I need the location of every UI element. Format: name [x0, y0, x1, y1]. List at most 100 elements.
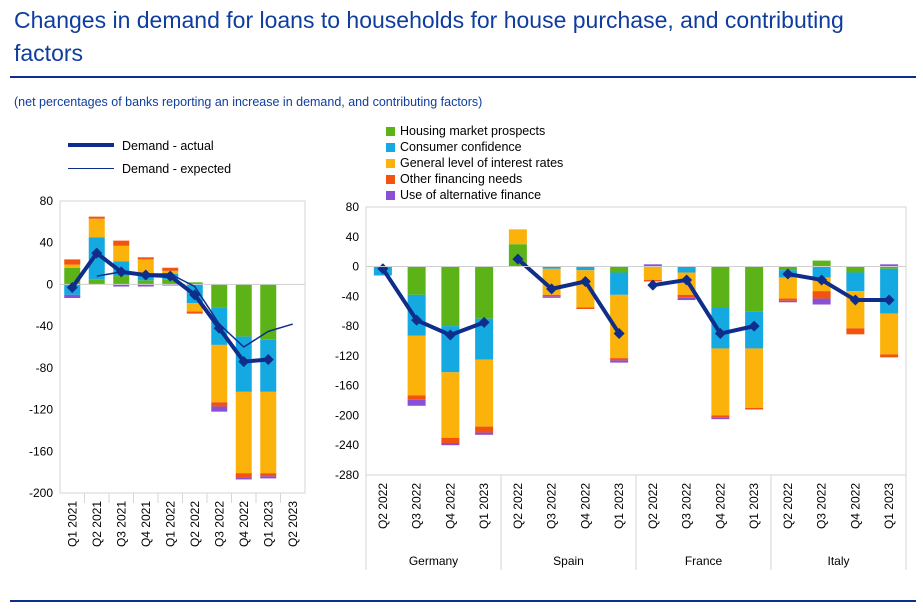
bar-segment — [235, 473, 252, 478]
demand-actual-marker — [411, 314, 423, 326]
group-label: Germany — [409, 554, 458, 568]
x-tick-label: Q3 2022 — [410, 483, 424, 529]
legend-item-housing: Housing market prospects — [386, 124, 545, 139]
bar-segment — [407, 266, 426, 295]
bar-segment — [260, 473, 277, 477]
group-label: France — [685, 554, 723, 568]
x-tick-label: Q1 2023 — [612, 483, 626, 529]
y-tick-label: 0 — [352, 260, 359, 274]
demand-actual-marker — [681, 274, 693, 286]
bar-segment — [64, 259, 81, 265]
x-tick-label: Q4 2022 — [713, 483, 727, 529]
bar-segment — [880, 268, 899, 314]
bar-segment — [260, 391, 277, 474]
bar-segment — [113, 276, 130, 285]
bar-segment — [745, 266, 764, 312]
bar-segment — [186, 282, 203, 285]
bar-segment — [260, 476, 277, 479]
bar-segment — [880, 313, 899, 355]
x-tick-label: Q3 2021 — [114, 501, 128, 547]
bar-segment — [137, 284, 154, 287]
bar-segment — [610, 294, 629, 359]
bar-segment — [508, 229, 527, 245]
bar-segment — [610, 360, 629, 363]
bar-segment — [846, 328, 865, 335]
bar-segment — [235, 477, 252, 480]
y-tick-label: -200 — [335, 408, 359, 422]
demand-actual-marker — [213, 322, 225, 334]
demand-actual-marker — [883, 294, 895, 306]
bar-segment — [211, 406, 228, 412]
bar-segment — [475, 318, 494, 360]
x-tick-label: Q1 2023 — [477, 483, 491, 529]
bar-segment — [610, 266, 629, 273]
bar-segment — [677, 297, 696, 301]
y-tick-label: 80 — [346, 200, 360, 214]
bar-segment — [441, 442, 460, 446]
bar-segment — [778, 298, 797, 301]
bar-segment — [137, 280, 154, 285]
bar-segment — [407, 335, 426, 396]
bar-segment — [880, 354, 899, 358]
bar-segment — [778, 300, 797, 303]
bar-segment — [542, 266, 561, 269]
x-tick-label: Q3 2022 — [545, 483, 559, 529]
legend-item-consumer: Consumer confidence — [386, 140, 522, 155]
demand-actual-marker — [748, 320, 760, 332]
demand-actual-marker — [478, 316, 490, 328]
bar-segment — [711, 307, 730, 349]
x-tick-label: Q3 2022 — [815, 483, 829, 529]
bar-segment — [211, 344, 228, 403]
group-label: Spain — [553, 554, 584, 568]
demand-actual-line — [381, 267, 485, 338]
x-tick-label: Q4 2022 — [237, 501, 251, 547]
y-tick-label: -160 — [335, 379, 359, 393]
bar-segment — [407, 395, 426, 400]
legend-label: Consumer confidence — [400, 140, 522, 154]
y-tick-label: -240 — [335, 438, 359, 452]
demand-actual-marker — [816, 274, 828, 286]
chart-title: Changes in demand for loans to household… — [14, 7, 844, 66]
y-tick-label: -280 — [335, 468, 359, 482]
x-tick-label: Q2 2022 — [511, 483, 525, 529]
x-tick-label: Q1 2023 — [747, 483, 761, 529]
y-tick-label: 40 — [40, 236, 54, 250]
bar-segment — [441, 437, 460, 443]
bar-segment — [812, 260, 831, 267]
demand-actual-line — [652, 277, 755, 336]
y-tick-label: -40 — [36, 319, 54, 333]
legend-label: Use of alternative finance — [400, 188, 542, 202]
bar-segment — [812, 291, 831, 299]
bar-segment — [677, 266, 696, 273]
bar-segment — [846, 272, 865, 292]
legend-item-other: Other financing needs — [386, 172, 522, 187]
demand-actual-line — [787, 272, 890, 303]
bar-segment — [475, 359, 494, 427]
legend-item-demand-actual: Demand - actual — [68, 139, 214, 154]
legend-swatch — [386, 191, 395, 200]
y-tick-label: -160 — [29, 444, 53, 458]
demand-actual-marker — [546, 283, 558, 295]
demand-actual-marker — [140, 269, 152, 281]
x-tick-label: Q2 2023 — [286, 501, 300, 547]
demand-actual-line — [516, 257, 621, 335]
legend-item-alternative: Use of alternative finance — [386, 188, 541, 203]
bar-segment — [88, 279, 105, 285]
bar-segment — [711, 415, 730, 418]
bar-segment — [643, 266, 662, 280]
bar-segment — [711, 348, 730, 416]
group-label: Italy — [827, 554, 849, 568]
demand-actual-marker — [91, 247, 103, 259]
legend-label: Housing market prospects — [400, 124, 546, 138]
bar-segment — [260, 284, 277, 340]
bar-segment — [576, 270, 595, 308]
bar-segment — [880, 264, 899, 267]
bar-segment — [542, 296, 561, 298]
bar-segment — [812, 298, 831, 305]
bar-segment — [162, 279, 179, 285]
bar-segment — [610, 272, 629, 295]
bar-segment — [475, 426, 494, 433]
legend-expected-line-icon — [68, 168, 114, 169]
chart-right-countries: 80 40 0 -40 -80 -120 -160 -200 -240 -280 Q2 2022 Q3… — [335, 200, 907, 570]
legend-swatch — [386, 175, 395, 184]
